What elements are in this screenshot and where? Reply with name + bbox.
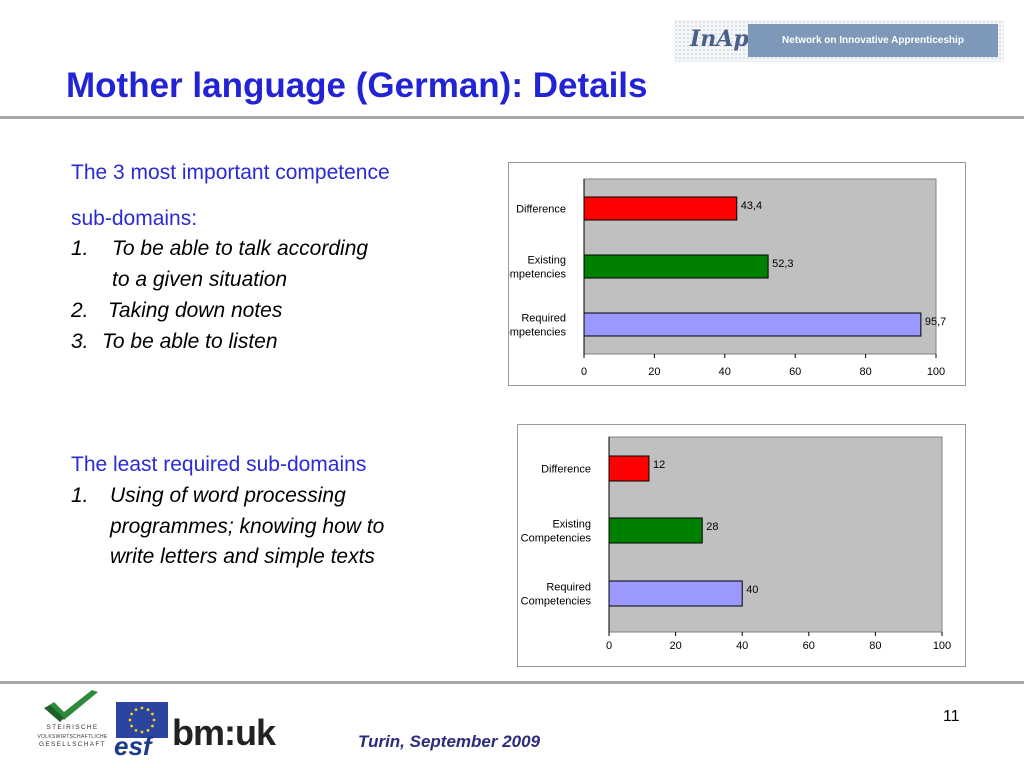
- block1-item1-num: 1.: [71, 237, 89, 260]
- category-label-2-line-2: Competencies: [521, 533, 592, 545]
- block2-item1-line3: write letters and simple texts: [110, 545, 375, 568]
- x-tick-label-80: 80: [869, 640, 881, 652]
- checkmark-icon: [44, 690, 98, 722]
- block2-item1-line2: programmes; knowing how to: [110, 515, 385, 538]
- eu-stars-icon: [128, 706, 156, 734]
- block1-item2-line1: Taking down notes: [108, 299, 283, 322]
- category-label-3-line-2: Competencies: [521, 596, 592, 608]
- category-label-1-line-1: Difference: [541, 464, 591, 476]
- steirische-line2: VOLKSWIRTSCHAFTLICHE: [37, 733, 108, 740]
- block1-item3-line1: To be able to listen: [102, 330, 278, 353]
- x-tick-label-0: 0: [581, 366, 587, 378]
- x-tick-label-40: 40: [736, 640, 748, 652]
- block2-heading: The least required sub-domains: [71, 453, 367, 476]
- category-label-3-line-1: Required: [521, 313, 566, 325]
- category-label-2-line-2: Competencies: [508, 269, 566, 281]
- eu-flag-icon: [116, 702, 168, 738]
- block1-heading-line2: sub-domains:: [71, 207, 198, 230]
- bar-3: [608, 580, 743, 607]
- inap-logo-text: InAp: [690, 26, 749, 52]
- x-tick-label-40: 40: [719, 366, 731, 378]
- bar-3: [583, 312, 922, 337]
- slide-number: 11: [943, 708, 960, 725]
- block1-item2-num: 2.: [71, 299, 89, 322]
- category-label-2-line-1: Existing: [527, 255, 566, 267]
- x-tick-label-20: 20: [669, 640, 681, 652]
- chart-least-required-subdomains: 0 20 40 60 80 100 12 Difference 28 Existing Compet…: [517, 424, 966, 667]
- block2-item1-line1: Using of word processing: [110, 484, 346, 507]
- block1-item1-line2: to a given situation: [112, 268, 288, 291]
- footer-date: Turin, September 2009: [358, 732, 541, 751]
- x-tick-label-60: 60: [789, 366, 801, 378]
- category-label-3-line-2: Competencies: [508, 327, 566, 339]
- bottom-divider: [0, 681, 1024, 684]
- x-tick-label-100: 100: [927, 366, 945, 378]
- block1-item3-num: 3.: [71, 330, 89, 353]
- bar-1: [583, 196, 738, 221]
- data-label-1: 12: [653, 459, 665, 471]
- esf-logo-text: esf: [114, 731, 152, 761]
- data-label-2: 52,3: [772, 258, 793, 270]
- x-tick-label-20: 20: [648, 366, 660, 378]
- data-label-3: 40: [746, 584, 758, 596]
- bar-2: [583, 254, 769, 279]
- data-label-3: 95,7: [925, 316, 946, 328]
- x-tick-label-60: 60: [803, 640, 815, 652]
- x-tick-label-80: 80: [859, 366, 871, 378]
- category-label-3-line-1: Required: [546, 582, 591, 594]
- category-label-1-line-1: Difference: [516, 204, 566, 216]
- bar-1: [608, 455, 650, 482]
- top-divider: [0, 116, 1024, 119]
- category-label-2-line-1: Existing: [552, 519, 591, 531]
- steirische-line1: STEIRISCHE: [46, 724, 99, 731]
- chart-important-subdomains: 0 20 40 60 80 100 43,4 Difference 52,3 Existing Co…: [508, 162, 966, 386]
- bar-2: [608, 517, 703, 544]
- bmuk-logo-text: bm:uk: [172, 712, 276, 753]
- data-label-1: 43,4: [741, 200, 762, 212]
- data-label-2: 28: [706, 521, 718, 533]
- x-tick-label-0: 0: [606, 640, 612, 652]
- x-tick-label-100: 100: [933, 640, 951, 652]
- page-title: Mother language (German): Details: [66, 66, 648, 105]
- network-banner: Network on Innovative Apprenticeship: [748, 24, 998, 57]
- steirische-logo: STEIRISCHE VOLKSWIRTSCHAFTLICHE GESELLSC…: [30, 688, 115, 766]
- steirische-line3: GESELLSCHAFT: [39, 741, 106, 748]
- block1-heading-line1: The 3 most important competence: [71, 161, 390, 184]
- block2-item1-num: 1.: [71, 484, 89, 507]
- block1-item1-line1: To be able to talk according: [112, 237, 369, 260]
